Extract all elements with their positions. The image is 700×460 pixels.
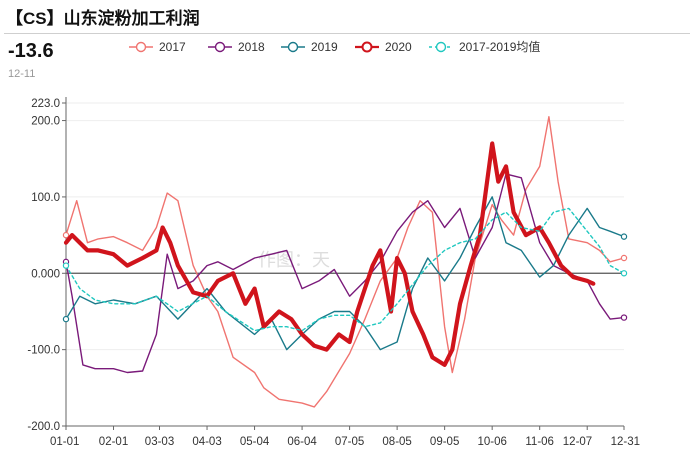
legend-label: 2017 (159, 40, 186, 54)
chart-title: 【CS】山东淀粉加工利润 (6, 9, 200, 28)
series-point[interactable] (62, 262, 70, 269)
y-tick-label: -200.0 (27, 421, 60, 433)
legend-item-2017-2019均值[interactable]: 2017-2019均值 (429, 39, 540, 54)
legend-item-2017[interactable]: 2017 (129, 40, 186, 54)
legend[interactable]: 2017 2018 2019 2020 2017-2019均值 (129, 39, 540, 54)
legend-marker (361, 41, 373, 53)
legend-label: 2017-2019均值 (459, 39, 540, 54)
x-tick-label: 03-03 (145, 436, 174, 448)
y-tick-label: 223.0 (31, 98, 60, 110)
legend-label: 2020 (385, 40, 412, 54)
x-tick-label: 07-05 (335, 436, 364, 448)
legend-label: 2019 (311, 40, 338, 54)
y-tick-label: -100.0 (27, 345, 60, 357)
axes: -200.0 -100.0 0.000 100.0 200.0 223.0 01-01 02-… (27, 97, 640, 448)
series-line-2020[interactable] (63, 141, 596, 367)
series-point[interactable] (620, 233, 628, 240)
legend-label: 2018 (238, 40, 265, 54)
series-lines[interactable] (62, 115, 628, 408)
series-point[interactable] (62, 315, 70, 323)
x-tick-label: 05-04 (240, 436, 270, 448)
series-line-2017-2019均值[interactable] (65, 207, 625, 332)
x-tick-label: 12-31 (611, 436, 640, 448)
x-tick-label: 12-07 (563, 436, 592, 448)
legend-item-2020[interactable]: 2020 (355, 40, 412, 54)
y-tick-label: 200.0 (31, 116, 60, 128)
x-tick-label: 04-03 (192, 436, 221, 448)
x-tick-label: 08-05 (382, 436, 411, 448)
series-line-2017[interactable] (65, 115, 625, 408)
series-point[interactable] (62, 231, 70, 239)
series-point[interactable] (620, 254, 628, 262)
series-line-2018[interactable] (65, 173, 625, 374)
title-divider (4, 33, 690, 34)
legend-marker (214, 41, 226, 53)
legend-marker (435, 41, 447, 53)
latest-value: -13.6 (8, 40, 54, 62)
x-tick-label: 06-04 (287, 436, 317, 448)
x-tick-label: 10-06 (477, 436, 506, 448)
x-tick-label: 02-01 (99, 436, 128, 448)
legend-item-2019[interactable]: 2019 (281, 40, 338, 54)
legend-marker (135, 41, 147, 53)
watermark: 作图：天 (258, 250, 330, 270)
y-tick-label: 100.0 (31, 192, 60, 204)
x-tick-label: 01-01 (50, 436, 79, 448)
legend-item-2018[interactable]: 2018 (208, 40, 265, 54)
latest-value-date: 12-11 (8, 68, 36, 80)
grid-lines (66, 102, 624, 351)
series-point[interactable] (620, 314, 628, 321)
series-point[interactable] (620, 270, 628, 277)
x-tick-label: 09-05 (430, 436, 459, 448)
series-line-2019[interactable] (65, 196, 625, 351)
x-tick-label: 11-06 (525, 436, 554, 448)
y-tick-label: 0.000 (31, 268, 60, 280)
legend-marker (287, 41, 299, 53)
